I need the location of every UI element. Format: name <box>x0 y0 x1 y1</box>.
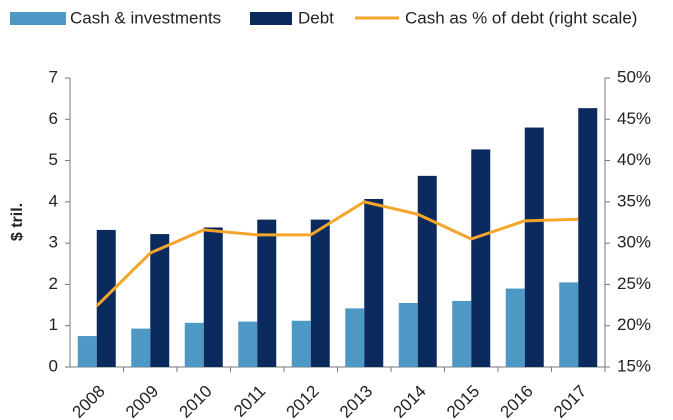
y2-tick-label: 15% <box>617 356 651 375</box>
bar <box>184 322 204 367</box>
bar <box>398 303 418 367</box>
y-tick-label: 5 <box>49 150 58 169</box>
bar <box>131 328 151 367</box>
y-tick-label: 6 <box>49 109 58 128</box>
y2-tick-label: 25% <box>617 274 651 293</box>
bar <box>238 321 258 367</box>
x-tick-label: 2016 <box>497 382 537 420</box>
x-tick-label: 2012 <box>283 382 323 420</box>
bar <box>203 227 223 367</box>
x-tick-label: 2015 <box>443 382 483 420</box>
x-tick-label: 2011 <box>230 382 269 420</box>
legend-label: Cash as % of debt (right scale) <box>405 8 637 27</box>
legend-swatch <box>10 12 66 25</box>
legend-swatch <box>250 12 292 25</box>
y-tick-label: 1 <box>49 315 58 334</box>
y-tick-label: 0 <box>49 356 58 375</box>
x-tick-label: 2009 <box>122 382 162 420</box>
x-tick-label: 2013 <box>336 382 376 420</box>
x-tick-label: 2010 <box>176 382 216 420</box>
bar <box>77 336 97 367</box>
y-tick-label: 3 <box>49 233 58 252</box>
x-tick-label: 2008 <box>69 382 109 420</box>
bar <box>505 288 525 367</box>
bar <box>578 108 598 367</box>
bar <box>524 127 544 368</box>
legend-label: Cash & investments <box>70 8 221 27</box>
y-axis-label: $ tril. <box>9 203 26 241</box>
bar <box>364 198 384 367</box>
x-tick-label: 2017 <box>550 382 590 420</box>
y-tick-label: 4 <box>49 191 58 210</box>
bar <box>310 219 330 367</box>
legend-label: Debt <box>298 8 334 27</box>
y2-tick-label: 40% <box>617 150 651 169</box>
y-tick-label: 7 <box>49 67 58 86</box>
bar <box>345 308 365 367</box>
bar <box>452 300 472 367</box>
y-tick-label: 2 <box>49 274 58 293</box>
bar <box>471 149 491 367</box>
bar <box>291 320 311 367</box>
bar <box>150 234 170 367</box>
bar <box>417 175 437 367</box>
bar <box>257 219 277 367</box>
y2-tick-label: 50% <box>617 67 651 86</box>
x-tick-label: 2014 <box>390 382 430 420</box>
y2-tick-label: 45% <box>617 109 651 128</box>
line <box>95 200 579 307</box>
y2-tick-label: 20% <box>617 315 651 334</box>
y2-tick-label: 30% <box>617 233 651 252</box>
bar <box>559 282 579 367</box>
y2-tick-label: 35% <box>617 191 651 210</box>
